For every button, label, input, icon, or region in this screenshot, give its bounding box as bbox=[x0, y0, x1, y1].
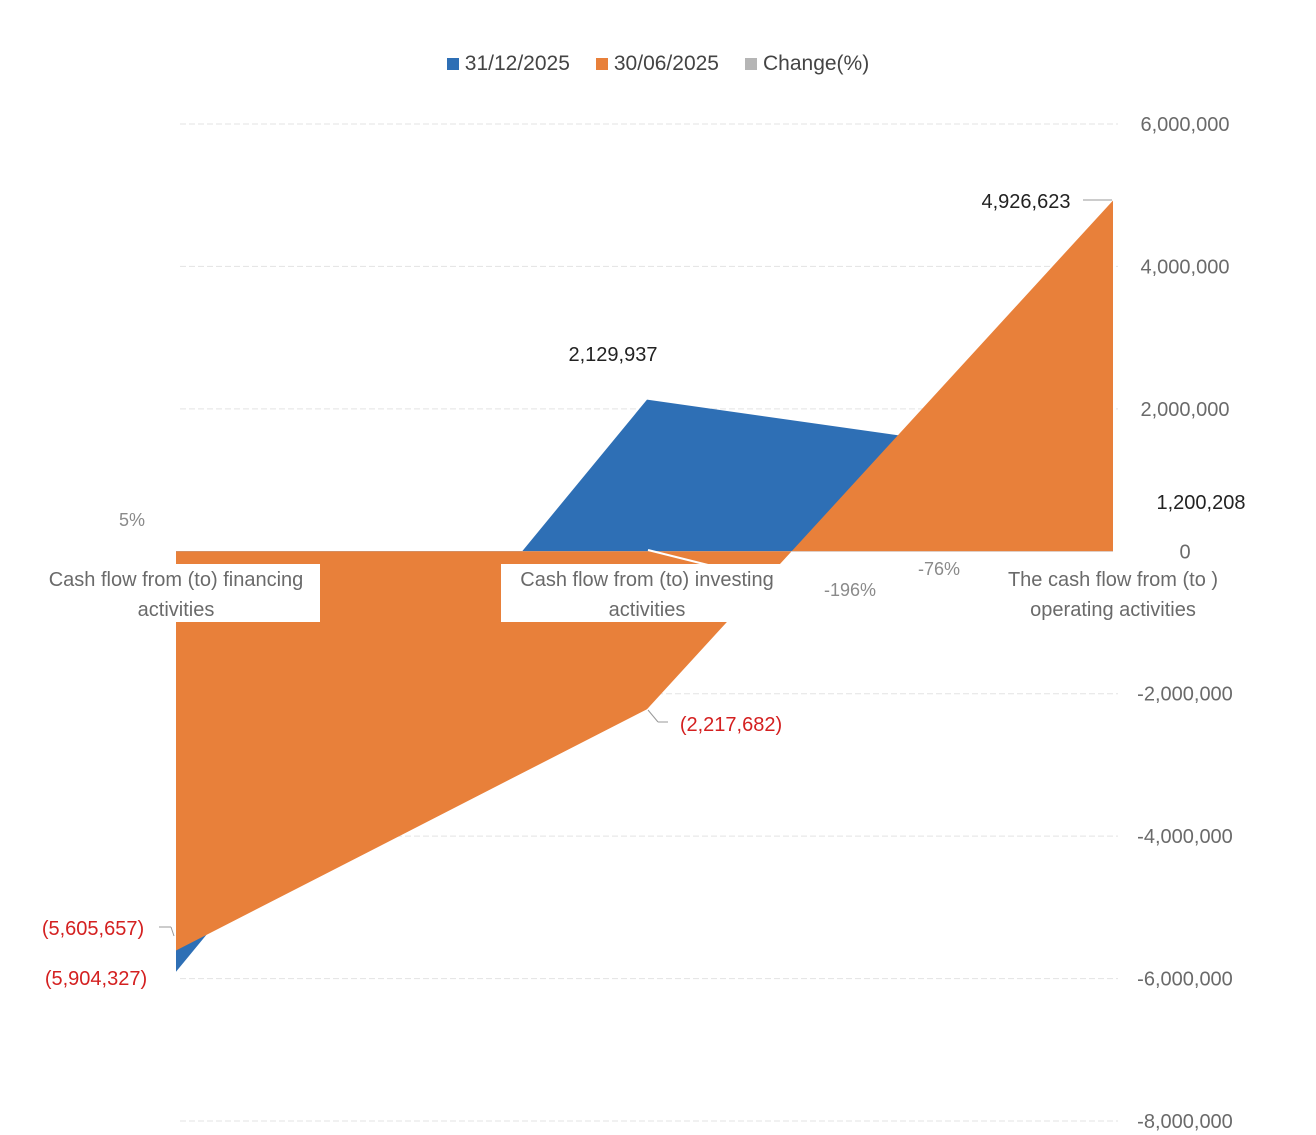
category-label-box bbox=[501, 564, 791, 622]
legend-item-30-06-2025: 30/06/2025 bbox=[595, 52, 719, 76]
legend-swatch-change bbox=[744, 58, 757, 70]
legend-label-change: Change(%) bbox=[762, 52, 870, 75]
data-label-30-06-2025: (2,217,682) bbox=[680, 714, 782, 736]
y-tick-label: -8,000,000 bbox=[1137, 1111, 1233, 1133]
legend-item-change: Change(%) bbox=[744, 52, 870, 76]
data-label-change: 5% bbox=[119, 510, 145, 530]
category-label: activities bbox=[609, 599, 686, 621]
category-label: Cash flow from (to) financing bbox=[49, 569, 304, 591]
data-label-31-12-2025: (5,904,327) bbox=[45, 968, 147, 990]
y-tick-label: 0 bbox=[1179, 541, 1190, 563]
data-label-31-12-2025: 1,200,208 bbox=[1157, 492, 1246, 514]
y-tick-label: 2,000,000 bbox=[1141, 399, 1230, 421]
legend-label-31-12-2025: 31/12/2025 bbox=[464, 52, 570, 75]
leader-line bbox=[170, 926, 175, 937]
category-label: Cash flow from (to) investing bbox=[520, 569, 773, 591]
category-label-box bbox=[30, 564, 320, 622]
data-label-30-06-2025: (5,605,657) bbox=[42, 918, 144, 940]
legend-item-31-12-2025: 31/12/2025 bbox=[446, 52, 570, 76]
data-label-change: -76% bbox=[918, 559, 960, 579]
category-label: operating activities bbox=[1030, 599, 1196, 621]
legend: 31/12/2025 30/06/2025 Change(%) bbox=[0, 52, 1316, 76]
y-tick-label: 4,000,000 bbox=[1141, 256, 1230, 278]
legend-label-30-06-2025: 30/06/2025 bbox=[613, 52, 719, 75]
y-tick-label: -6,000,000 bbox=[1137, 969, 1233, 991]
legend-swatch-31-12-2025 bbox=[446, 58, 459, 70]
y-tick-label: -4,000,000 bbox=[1137, 826, 1233, 848]
category-label: activities bbox=[138, 599, 215, 621]
data-label-31-12-2025: 2,129,937 bbox=[569, 344, 658, 366]
legend-swatch-30-06-2025 bbox=[595, 58, 608, 70]
data-label-30-06-2025: 4,926,623 bbox=[982, 191, 1071, 213]
leader-line bbox=[647, 709, 659, 723]
leader-line bbox=[647, 549, 721, 569]
y-tick-label: 6,000,000 bbox=[1141, 114, 1230, 136]
data-label-change: -196% bbox=[824, 580, 876, 600]
y-tick-label: -2,000,000 bbox=[1137, 684, 1233, 706]
category-label: The cash flow from (to ) bbox=[1008, 569, 1218, 591]
